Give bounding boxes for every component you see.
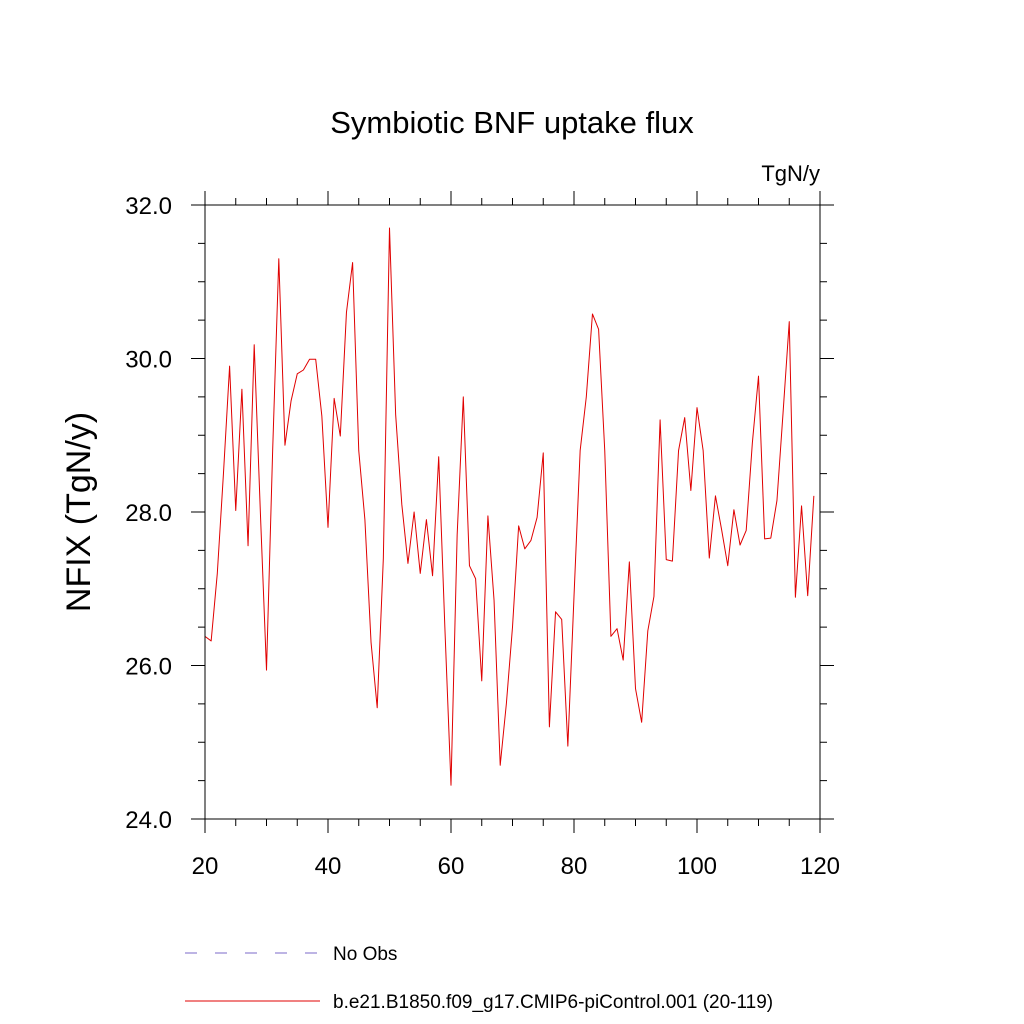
chart-title: Symbiotic BNF uptake flux bbox=[330, 105, 694, 140]
legend: No Obs b.e21.B1850.f09_g17.CMIP6-piContr… bbox=[185, 944, 773, 1013]
axis-ticks bbox=[191, 191, 834, 833]
y-tick-label: 30.0 bbox=[125, 347, 172, 374]
y-tick-label: 28.0 bbox=[125, 500, 172, 527]
units-label: TgN/y bbox=[761, 161, 820, 186]
x-tick-label: 60 bbox=[438, 853, 465, 880]
y-tick-label: 32.0 bbox=[125, 193, 172, 220]
plot-frame bbox=[204, 204, 821, 820]
legend-label-no-obs: No Obs bbox=[333, 944, 397, 965]
axis-tick-labels: 20 40 60 80 100 120 24.0 26.0 28.0 30.0 32.0 bbox=[125, 193, 840, 880]
x-tick-label: 40 bbox=[315, 853, 342, 880]
x-tick-label: 20 bbox=[192, 853, 219, 880]
y-tick-label: 26.0 bbox=[125, 654, 172, 681]
x-tick-label: 100 bbox=[677, 853, 717, 880]
series-line bbox=[204, 227, 815, 786]
legend-label-model: b.e21.B1850.f09_g17.CMIP6-piControl.001 … bbox=[333, 992, 773, 1013]
y-axis-label: NFIX (TgN/y) bbox=[60, 412, 98, 612]
x-tick-label: 80 bbox=[561, 853, 588, 880]
y-tick-label: 24.0 bbox=[125, 807, 172, 834]
series-group bbox=[204, 227, 815, 786]
x-tick-label: 120 bbox=[800, 853, 840, 880]
